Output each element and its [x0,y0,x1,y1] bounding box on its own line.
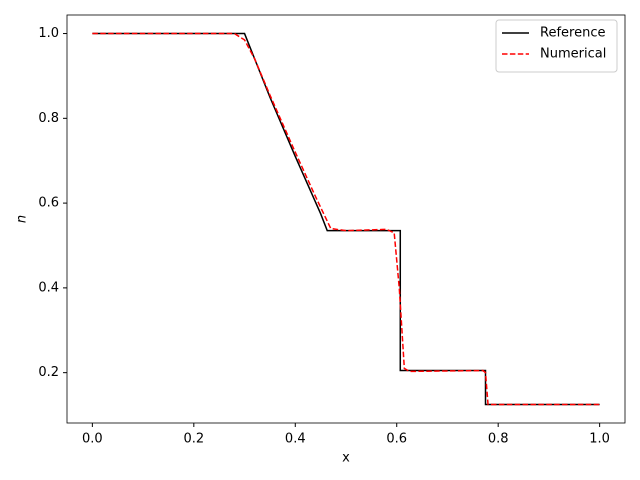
line-series [92,32,600,406]
plot-frame [66,14,626,424]
legend: Reference Numerical [495,19,618,73]
line-series [92,32,600,406]
y-tick-label: 0.6 [38,196,59,211]
legend-label: Numerical [540,47,606,62]
y-tick-label: 0.4 [38,280,59,295]
y-tick-label: 0.8 [38,111,59,126]
x-tick-label: 1.0 [589,432,610,447]
x-axis-label: x [342,451,350,466]
y-tick-label: 1.0 [38,26,59,41]
y-axis-label: n [15,215,30,223]
x-tick-label: 0.6 [386,432,407,447]
y-tick-label: 0.2 [38,365,59,380]
x-tick-label: 0.0 [82,432,103,447]
x-tick-label: 0.2 [183,432,204,447]
x-tick-label: 0.4 [285,432,306,447]
legend-label: Reference [540,26,605,41]
x-tick-label: 0.8 [488,432,509,447]
